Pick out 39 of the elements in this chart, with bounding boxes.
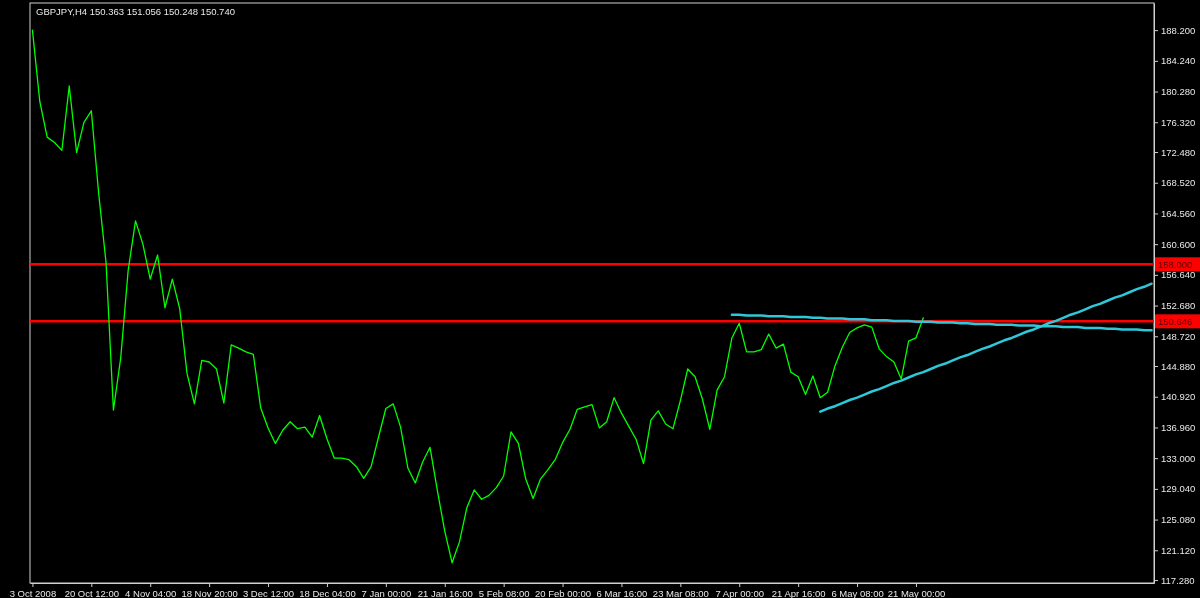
x-tick-label: 5 Feb 08:00 <box>478 587 530 598</box>
y-tick-label: 188.200 <box>1161 24 1196 36</box>
y-tick-label: 152.680 <box>1161 300 1196 312</box>
y-tick-label: 176.320 <box>1161 116 1196 128</box>
x-tick-label: 21 Apr 16:00 <box>771 587 826 598</box>
y-tick-label: 136.960 <box>1161 421 1196 433</box>
x-tick-label: 7 Jan 00:00 <box>361 587 412 598</box>
y-tick-label: 156.640 <box>1161 269 1196 281</box>
x-tick-label: 18 Dec 04:00 <box>299 587 356 598</box>
x-tick-label: 6 May 08:00 <box>831 587 884 598</box>
y-tick-label: 164.560 <box>1161 207 1196 219</box>
y-tick-label: 144.880 <box>1161 360 1196 372</box>
y-tick-label: 117.280 <box>1161 574 1195 586</box>
x-tick-label: 23 Mar 08:00 <box>652 587 709 598</box>
y-tick-label: 140.920 <box>1161 391 1196 403</box>
chart-title: GBPJPY,H4 150.363 151.056 150.248 150.740 <box>36 6 235 17</box>
y-tick-label: 160.600 <box>1161 238 1196 250</box>
y-tick-label: 184.240 <box>1161 55 1196 67</box>
x-tick-label: 7 Apr 00:00 <box>715 587 765 598</box>
ref-line-label: 158.000 <box>1158 259 1193 271</box>
y-tick-label: 180.280 <box>1161 86 1196 98</box>
y-tick-label: 133.000 <box>1161 452 1196 464</box>
line-series <box>31 29 924 564</box>
y-tick-label: 125.080 <box>1161 514 1196 526</box>
x-tick-label: 20 Feb 00:00 <box>535 587 592 598</box>
x-tick-label: 3 Oct 2008 <box>9 587 57 598</box>
x-tick-label: 21 Jan 16:00 <box>417 587 473 598</box>
y-tick-label: 168.520 <box>1161 177 1196 189</box>
y-tick-label: 121.120 <box>1161 544 1196 556</box>
x-tick-label: 6 Mar 16:00 <box>596 587 648 598</box>
x-tick-label: 4 Nov 04:00 <box>125 587 177 598</box>
ref-line-label: 150.646 <box>1158 316 1193 328</box>
x-tick-label: 3 Dec 12:00 <box>242 587 295 598</box>
y-tick-label: 148.720 <box>1161 330 1196 342</box>
y-tick-label: 172.480 <box>1161 146 1196 158</box>
x-tick-label: 21 May 00:00 <box>887 587 946 598</box>
y-tick-label: 129.040 <box>1161 483 1196 495</box>
x-tick-label: 18 Nov 20:00 <box>181 587 238 598</box>
x-tick-label: 20 Oct 12:00 <box>64 587 120 598</box>
